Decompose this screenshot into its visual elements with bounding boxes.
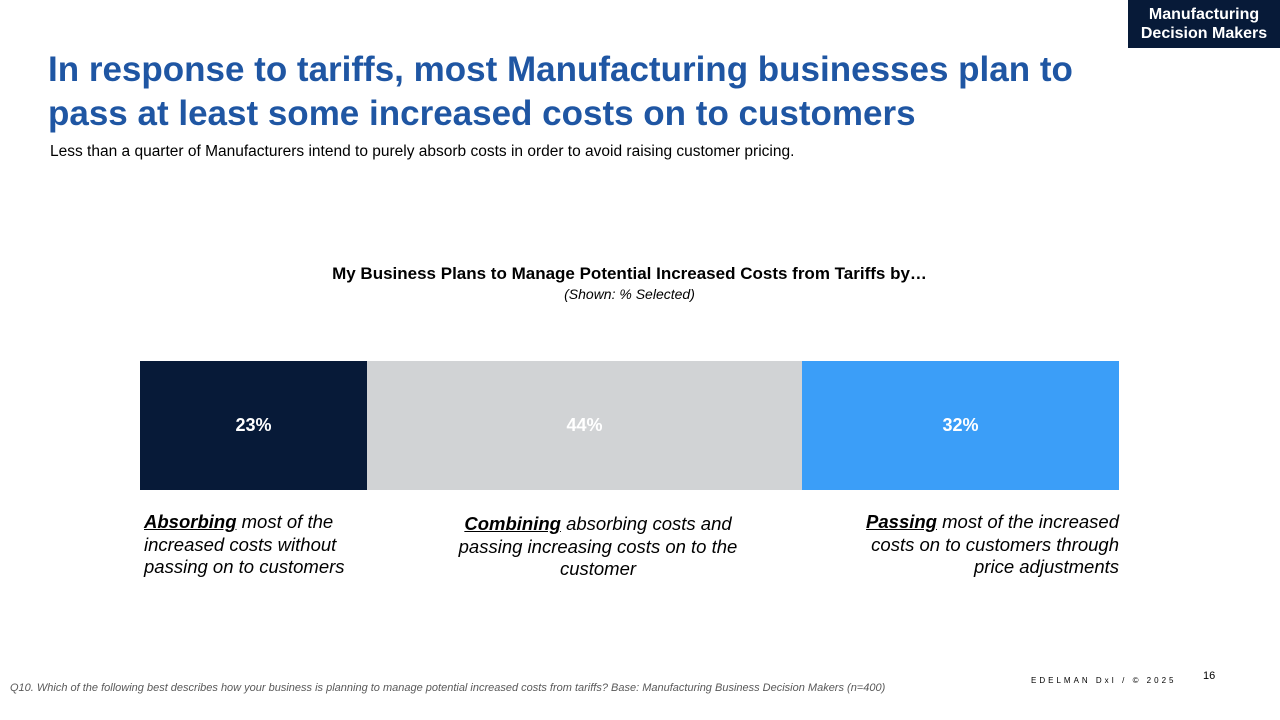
chart-title: My Business Plans to Manage Potential In…: [332, 264, 927, 283]
caption-absorbing: Absorbing most of the increased costs wi…: [144, 511, 359, 579]
audience-badge: Manufacturing Decision Makers: [1128, 0, 1280, 48]
caption-combining: Combining absorbing costs and passing in…: [458, 513, 738, 581]
footnote: Q10. Which of the following best describ…: [10, 682, 886, 694]
caption-absorbing-text: most of the increased costs without pass…: [144, 511, 345, 577]
caption-passing-bold: Passing: [866, 511, 937, 532]
caption-combining-text: absorbing costs and passing increasing c…: [458, 513, 738, 579]
caption-passing: Passing most of the increased costs on t…: [848, 511, 1119, 579]
page-number: 16: [1203, 670, 1216, 682]
caption-absorbing-bold: Absorbing: [144, 511, 237, 532]
bar-label-passing: 32%: [942, 415, 979, 435]
page-subtitle: Less than a quarter of Manufacturers int…: [50, 143, 795, 160]
chart-subtitle: (Shown: % Selected): [564, 286, 695, 302]
stacked-bar: 23% 44% 32%: [140, 361, 1119, 490]
bar-segment-passing: 32%: [802, 361, 1119, 490]
badge-line-2: Decision Makers: [1140, 25, 1268, 42]
bar-segment-absorbing: 23%: [140, 361, 367, 490]
bar-segment-combining: 44%: [367, 361, 802, 490]
bar-label-absorbing: 23%: [235, 415, 272, 435]
bar-label-combining: 44%: [566, 415, 603, 435]
page-title: In response to tariffs, most Manufacturi…: [48, 50, 1073, 133]
badge-line-1: Manufacturing: [1148, 6, 1260, 23]
caption-combining-bold: Combining: [464, 513, 561, 534]
copyright: EDELMAN DxI / © 2025: [1031, 676, 1177, 685]
caption-passing-text: most of the increased costs on to custom…: [871, 511, 1119, 577]
